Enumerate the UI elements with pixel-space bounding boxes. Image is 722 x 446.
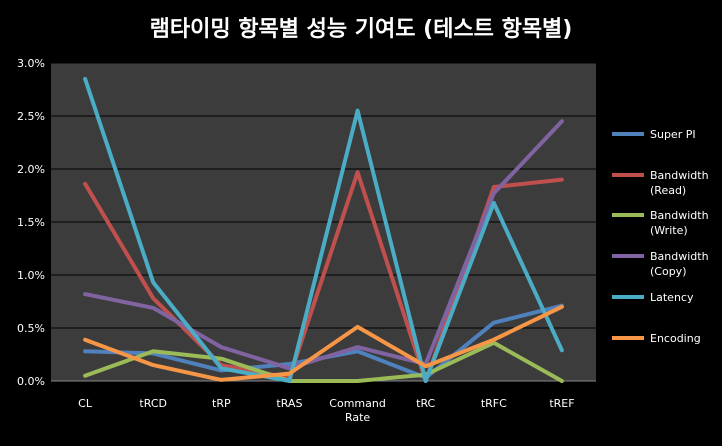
- legend-label: Encoding: [650, 332, 701, 345]
- x-tick-label: tREF: [549, 397, 574, 410]
- x-tick-label: tRCD: [139, 397, 167, 410]
- series-line-bandwidth-copy: [83, 119, 564, 371]
- y-tick-label: 0.0%: [17, 375, 45, 388]
- series-line-bandwidth-write: [83, 340, 564, 383]
- axes: 0.0% 0.5% 1.0% 1.5% 2.0% 2.5% 3.0% CL tRCD tRP tRA…: [17, 57, 596, 424]
- legend-label: Bandwidth (Write): [650, 209, 709, 237]
- y-tick-label: 1.5%: [17, 216, 45, 229]
- x-tick-label: Command Rate: [329, 397, 386, 424]
- series-line-encoding: [83, 304, 564, 382]
- chart-title: 램타이밍 항목별 성능 기여도 (테스트 항목별): [150, 17, 573, 42]
- x-tick-label: CL: [78, 397, 93, 410]
- series-line-latency: [83, 76, 564, 383]
- legend-label: Latency: [650, 291, 694, 304]
- gridlines: [51, 62, 596, 329]
- y-tick-label: 3.0%: [17, 57, 45, 70]
- y-tick-label: 2.0%: [17, 163, 45, 176]
- x-tick-label: tRFC: [481, 397, 507, 410]
- x-tick-label: tRP: [212, 397, 231, 410]
- legend-label: Bandwidth (Copy): [650, 250, 709, 278]
- legend: Super PI Bandwidth (Read) Bandwidth (Write) B…: [612, 128, 709, 345]
- y-tick-label: 2.5%: [17, 110, 45, 123]
- legend-label: Bandwidth (Read): [650, 169, 709, 197]
- x-tick-label: tRAS: [276, 397, 302, 410]
- series-lines: [83, 76, 564, 383]
- legend-label: Super PI: [650, 128, 696, 141]
- x-tick-label: tRC: [416, 397, 435, 410]
- y-tick-label: 0.5%: [17, 322, 45, 335]
- y-tick-label: 1.0%: [17, 269, 45, 282]
